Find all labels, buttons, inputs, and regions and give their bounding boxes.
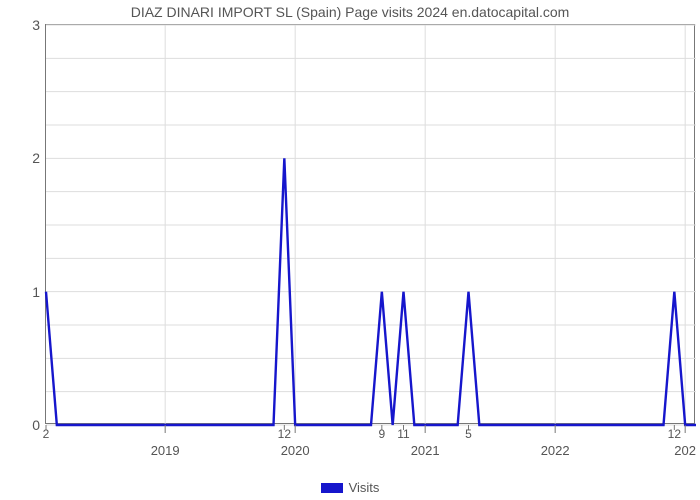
- y-tick-label: 3: [32, 17, 46, 33]
- legend-swatch: [321, 483, 343, 493]
- chart-title: DIAZ DINARI IMPORT SL (Spain) Page visit…: [0, 4, 700, 20]
- x-tick-minor: 11: [397, 427, 409, 441]
- chart-svg: [46, 25, 696, 425]
- x-tick-year: 2021: [411, 443, 440, 458]
- x-tick-year: 202: [674, 443, 696, 458]
- x-tick-minor: 2: [43, 427, 50, 441]
- legend-label: Visits: [349, 480, 380, 495]
- x-tick-minor: 12: [278, 427, 291, 441]
- x-tick-year: 2020: [281, 443, 310, 458]
- plot-area: 01232129115122019202020212022202: [45, 24, 695, 424]
- x-tick-year: 2022: [541, 443, 570, 458]
- y-tick-label: 2: [32, 150, 46, 166]
- y-tick-label: 1: [32, 284, 46, 300]
- x-tick-minor: 5: [465, 427, 472, 441]
- x-tick-year: 2019: [151, 443, 180, 458]
- x-tick-minor: 9: [378, 427, 385, 441]
- x-tick-minor: 12: [668, 427, 681, 441]
- legend: Visits: [0, 480, 700, 495]
